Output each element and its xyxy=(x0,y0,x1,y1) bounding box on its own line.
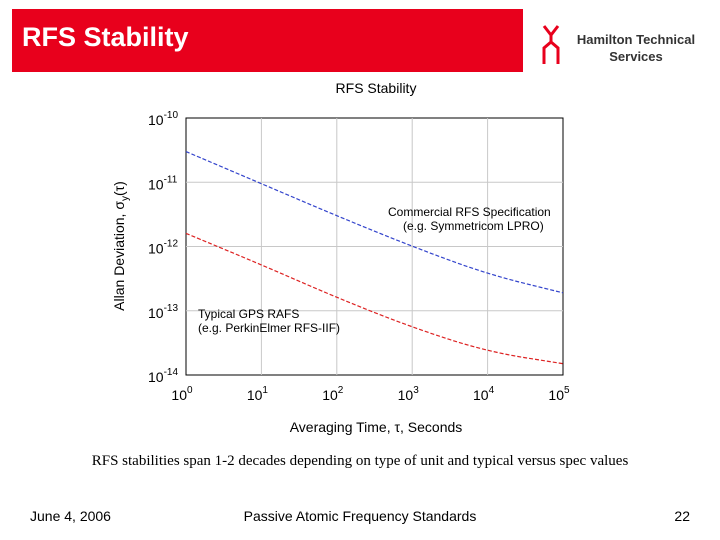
y-tick-label: 10-12 xyxy=(148,239,178,257)
chart-title: RFS Stability xyxy=(336,80,417,96)
annotation-gps-line1: Typical GPS RAFS xyxy=(198,307,299,321)
annotation-commercial-line2: (e.g. Symmetricom LPRO) xyxy=(403,219,544,233)
grid xyxy=(186,118,563,375)
annotation-gps-line2: (e.g. PerkinElmer RFS-IIF) xyxy=(198,321,340,335)
footer-date: June 4, 2006 xyxy=(30,508,111,524)
title-bar xyxy=(12,9,523,72)
annotation-commercial-line1: Commercial RFS Specification xyxy=(388,205,551,219)
page-number: 22 xyxy=(674,508,690,524)
x-tick-label: 105 xyxy=(548,385,570,403)
logo-text-line1: Hamilton Technical xyxy=(576,32,696,47)
series-gps-rafs-line xyxy=(185,232,564,365)
logo-mark-icon xyxy=(542,25,560,64)
logo-text: Hamilton Technical Services xyxy=(575,31,697,65)
series-group xyxy=(185,151,564,365)
footer-title: Passive Atomic Frequency Standards xyxy=(243,508,477,524)
x-tick-label: 100 xyxy=(171,385,193,403)
tick-labels: 100 101 102 103 104 105 10-10 10-11 10-12 10-13 10… xyxy=(148,110,570,403)
logo-text-line2: Services xyxy=(609,49,663,64)
x-tick-label: 104 xyxy=(473,385,495,403)
y-tick-label: 10-14 xyxy=(148,367,178,385)
x-tick-label: 102 xyxy=(322,385,344,403)
x-tick-label: 103 xyxy=(398,385,420,403)
slide-caption: RFS stabilities span 1-2 decades dependi… xyxy=(91,453,629,469)
hamilton-logo xyxy=(542,25,560,64)
y-tick-label: 10-11 xyxy=(148,174,178,192)
slide-title: RFS Stability xyxy=(22,22,189,52)
rfs-stability-chart: RFS Stability 100 101 102 103 104 105 10-10 10-… xyxy=(111,80,570,435)
y-tick-label: 10-13 xyxy=(148,303,178,321)
y-axis-label: Allan Deviation, σy(τ) xyxy=(111,181,131,311)
y-tick-label: 10-10 xyxy=(148,110,178,128)
x-tick-label: 101 xyxy=(247,385,269,403)
series-annotations: Commercial RFS Specification(e.g. Symmet… xyxy=(198,205,551,335)
x-axis-label: Averaging Time, τ, Seconds xyxy=(290,419,463,435)
